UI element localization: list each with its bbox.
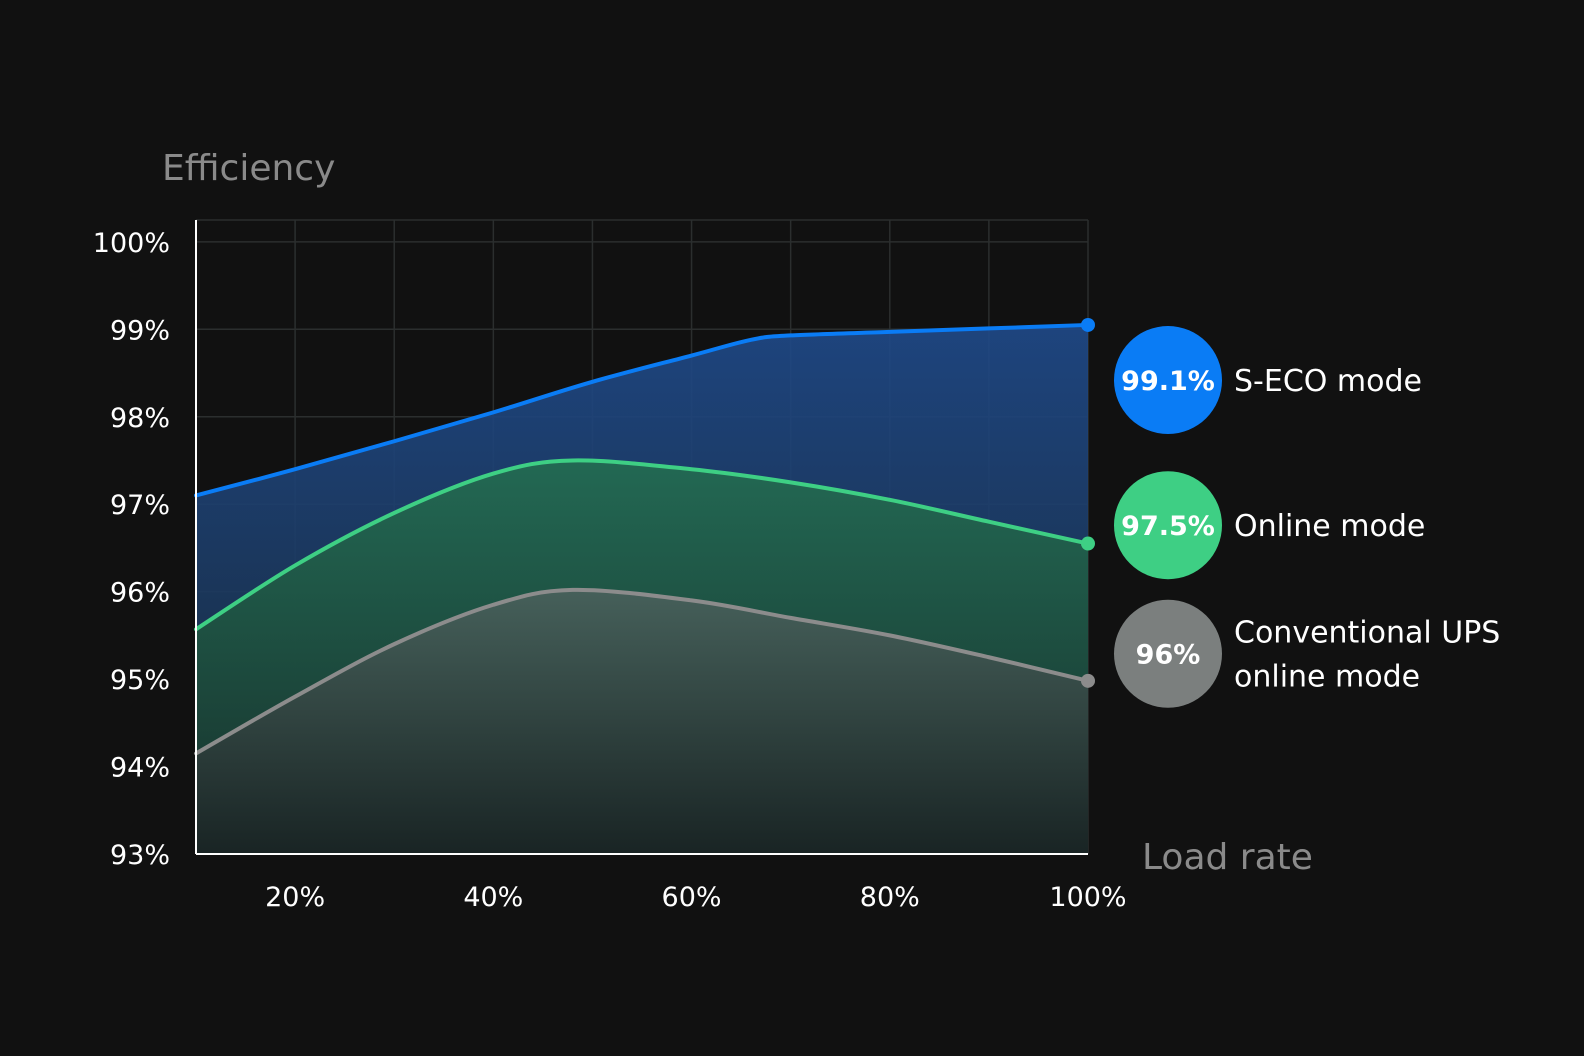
x-axis-title: Load rate [1142,837,1313,878]
x-tick-label: 20% [265,882,325,913]
line-online-mode [194,458,1090,632]
value-badge-label: 96% [1136,640,1201,671]
y-tick-label: 99% [110,315,170,346]
series-name-label: online mode [1234,660,1420,695]
value-badge [1114,471,1222,580]
x-tick-label: 40% [463,882,523,913]
y-tick-label: 93% [110,840,170,871]
series-name-label: Conventional UPS [1234,616,1500,651]
end-point-online-mode [1081,536,1095,551]
series-areas [196,324,1088,854]
line-s-eco-mode [194,322,1090,498]
series-name-label: S-ECO mode [1234,364,1422,399]
value-badge [1114,326,1222,435]
value-badge [1114,599,1222,708]
x-tick-label: 100% [1049,882,1126,913]
series-legend: 99.1% S-ECO mode 97.5% Online mode 96% Conven… [1114,326,1500,708]
end-point-s-eco-mode [1081,317,1095,332]
y-tick-label: 94% [110,753,170,784]
line-conventional-ups-online-mode [194,587,1090,756]
y-tick-label: 98% [110,403,170,434]
y-axis-title: Efficiency [162,148,335,189]
y-tick-labels: 93% 94% 95% 96% 97% 98% 99% 100% [93,228,170,871]
series-lines [194,317,1095,756]
y-tick-label: 95% [110,665,170,696]
value-badge-label: 97.5% [1121,511,1215,542]
area-conventional-ups-online-mode [196,589,1088,854]
end-point-conventional-ups-online-mode [1081,673,1095,688]
x-tick-label: 60% [662,882,722,913]
y-tick-label: 96% [110,578,170,609]
x-tick-label: 80% [860,882,920,913]
value-badge-label: 99.1% [1121,366,1215,397]
axes [195,220,1088,855]
series-name-label: Online mode [1234,509,1425,544]
y-tick-label: 97% [110,490,170,521]
y-tick-label: 100% [93,228,170,259]
x-tick-labels: 20% 40% 60% 80% 100% [265,882,1126,913]
